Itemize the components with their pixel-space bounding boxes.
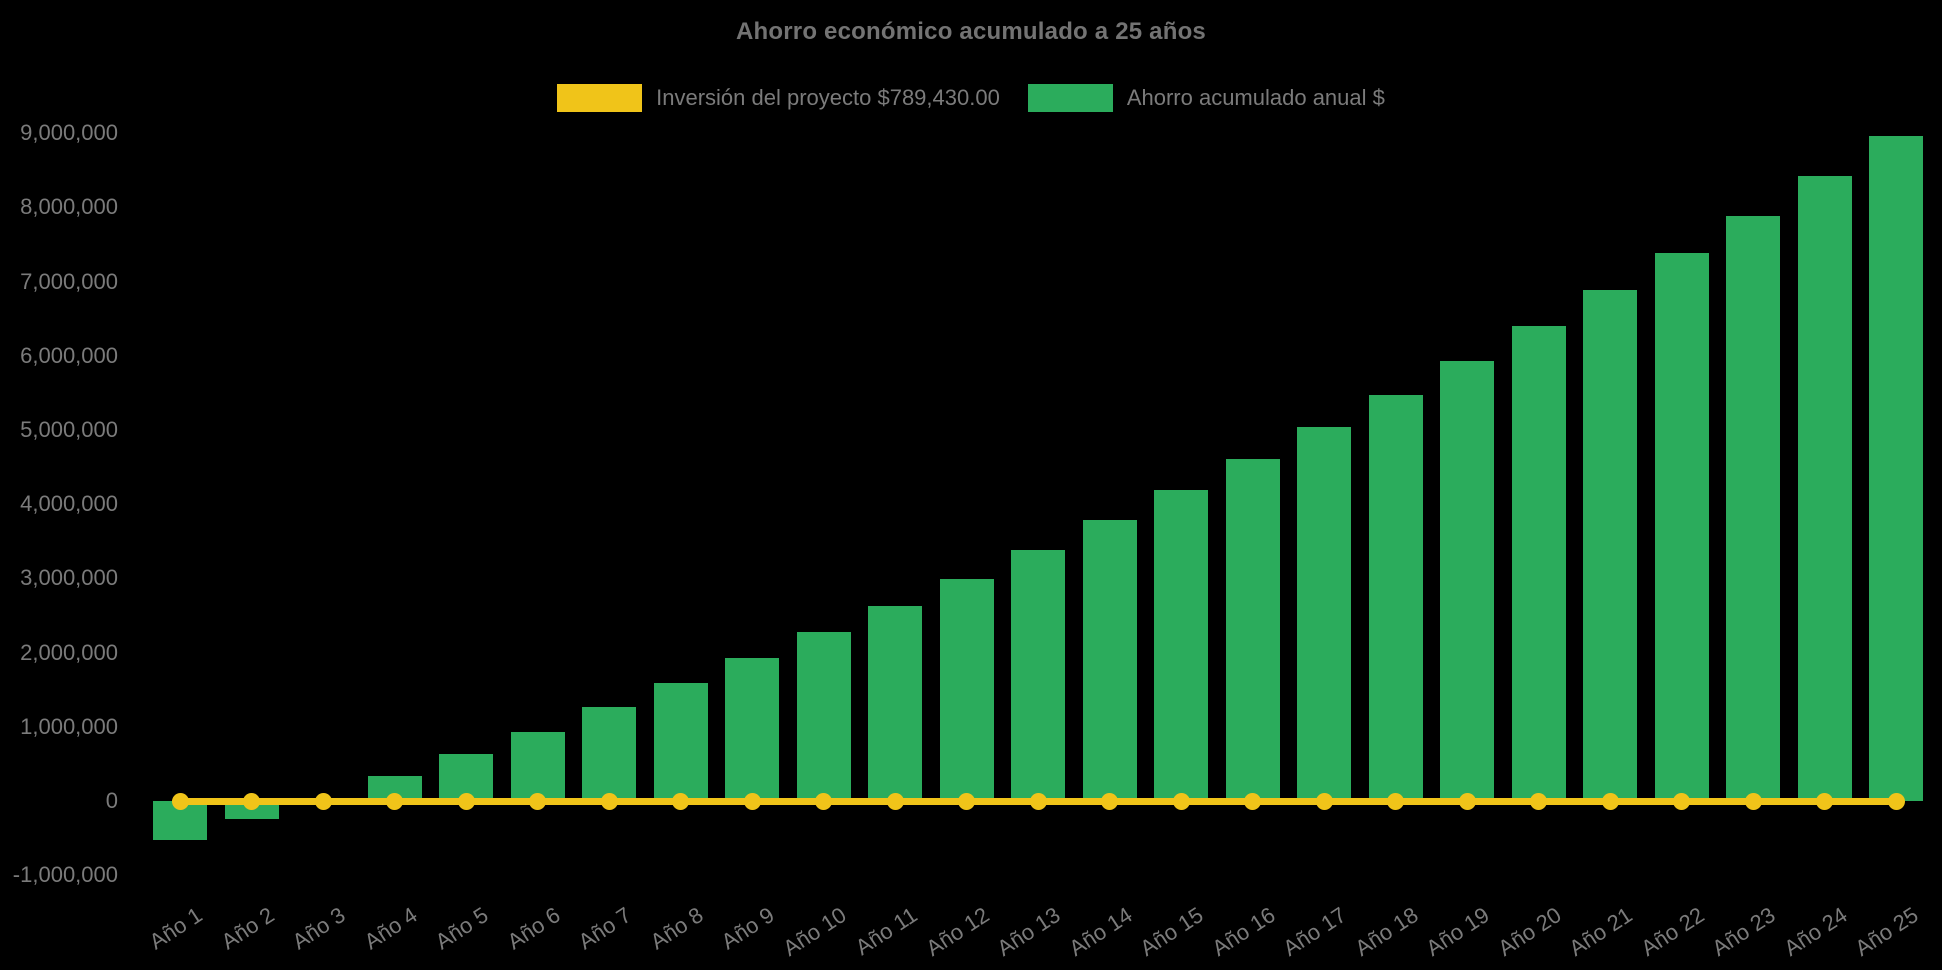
bar-year-25: [1869, 136, 1923, 801]
investment-point-year-21: [1601, 792, 1619, 810]
bar-year-22: [1654, 252, 1709, 801]
investment-point-year-2: [243, 792, 260, 810]
chart-legend: Inversión del proyecto $789,430.00 Ahorr…: [0, 84, 1942, 112]
investment-point-year-3: [314, 792, 332, 810]
y-tick-label: 7,000,000: [20, 268, 118, 294]
legend-swatch-yellow-icon: [557, 84, 643, 112]
investment-point-year-10: [815, 792, 832, 810]
bar-year-12: [939, 579, 994, 801]
y-tick-label: 4,000,000: [20, 491, 118, 517]
investment-point-year-8: [672, 792, 689, 810]
bar-year-6: [510, 731, 565, 801]
investment-point-year-7: [600, 792, 618, 810]
bar-year-18: [1368, 395, 1423, 801]
investment-point-year-23: [1744, 792, 1762, 810]
bar-year-9: [725, 657, 779, 801]
bar-year-10: [796, 631, 851, 801]
investment-point-year-25: [1887, 792, 1905, 810]
bar-year-17: [1297, 427, 1351, 801]
investment-point-year-9: [743, 792, 761, 810]
y-tick-label: -1,000,000: [12, 862, 118, 888]
investment-point-year-19: [1458, 792, 1476, 810]
legend-item-inversion[interactable]: Inversión del proyecto $789,430.00: [557, 84, 1000, 112]
investment-point-year-18: [1387, 792, 1404, 810]
investment-point-year-12: [958, 792, 975, 810]
investment-point-year-24: [1816, 792, 1833, 810]
chart-title: Ahorro económico acumulado a 25 años: [736, 18, 1206, 45]
bar-year-2: [224, 801, 279, 820]
bar-year-16: [1225, 458, 1280, 801]
investment-point-year-20: [1530, 792, 1547, 810]
legend-item-ahorro[interactable]: Ahorro acumulado anual $: [1027, 84, 1385, 112]
investment-point-year-22: [1673, 792, 1690, 810]
y-tick-label: 2,000,000: [20, 639, 118, 665]
investment-point-year-5: [457, 792, 475, 810]
bar-year-7: [582, 706, 636, 801]
bar-year-14: [1082, 519, 1137, 801]
legend-label-inversion: Inversión del proyecto $789,430.00: [656, 85, 1000, 110]
investment-point-year-4: [386, 792, 403, 810]
y-tick-label: 0: [105, 788, 118, 813]
legend-label-ahorro: Ahorro acumulado anual $: [1126, 85, 1385, 110]
investment-point-year-15: [1172, 792, 1190, 810]
bar-year-21: [1583, 290, 1637, 801]
bar-year-20: [1511, 325, 1566, 801]
investment-point-year-13: [1029, 792, 1047, 810]
investment-point-year-14: [1101, 792, 1118, 810]
bar-year-24: [1797, 175, 1852, 801]
y-tick-label: 8,000,000: [20, 194, 118, 220]
bar-year-11: [868, 605, 922, 801]
bar-year-23: [1726, 215, 1780, 801]
investment-point-year-17: [1315, 792, 1333, 810]
investment-point-year-16: [1244, 792, 1261, 810]
investment-point-year-1: [171, 792, 189, 810]
legend-swatch-green-icon: [1027, 84, 1113, 112]
bar-year-15: [1154, 490, 1208, 801]
y-tick-label: 1,000,000: [20, 713, 118, 739]
bar-year-19: [1440, 360, 1494, 801]
bar-year-13: [1011, 549, 1065, 801]
y-tick-label: 3,000,000: [20, 565, 118, 591]
investment-point-year-11: [886, 792, 904, 810]
investment-point-year-6: [529, 792, 546, 810]
y-tick-label: 6,000,000: [20, 342, 118, 368]
bar-year-8: [653, 682, 708, 801]
y-tick-label: 9,000,000: [20, 120, 118, 146]
y-tick-label: 5,000,000: [20, 417, 118, 442]
